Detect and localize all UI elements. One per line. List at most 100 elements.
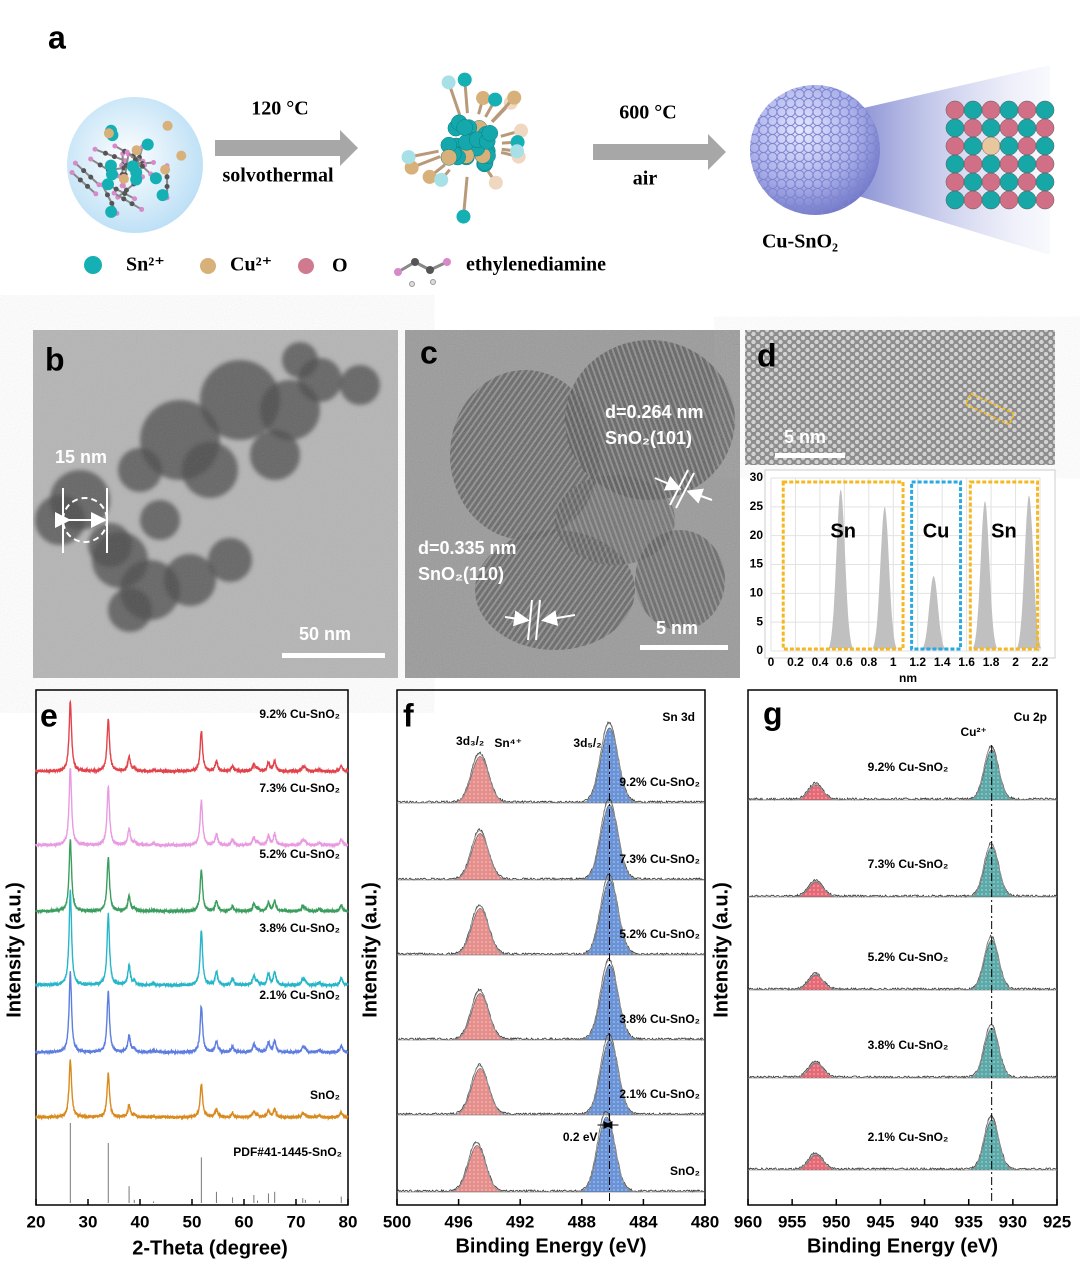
ion (131, 145, 142, 156)
surface-atom (750, 188, 760, 198)
lattice-atom (963, 190, 983, 210)
surface-atom (875, 206, 880, 215)
step-method: solvothermal (222, 165, 334, 187)
fill-texture (787, 975, 845, 990)
surface-atom (866, 89, 877, 99)
lattice-atom (945, 190, 965, 210)
fill-texture (446, 993, 514, 1040)
molecule-atom (96, 182, 102, 188)
lattice-atom (999, 154, 1019, 174)
raw-spectrum (396, 1032, 705, 1117)
ion (156, 189, 169, 202)
fill-texture (446, 756, 514, 803)
legend-cu (200, 258, 216, 274)
x-tick-label: 70 (287, 1212, 306, 1231)
product-label: Cu-SnO₂ (762, 231, 838, 253)
surface-atom (875, 89, 880, 99)
molecule-bond (74, 162, 100, 186)
molecule-atom (77, 177, 83, 183)
lattice-atom (1035, 172, 1055, 192)
surface-atom (750, 85, 760, 90)
lattice-atom (1017, 190, 1037, 210)
lattice-atom (1035, 118, 1055, 138)
lattice-atom (963, 172, 983, 192)
lattice-atom (945, 172, 965, 192)
ion (476, 91, 491, 106)
molecule-atom (121, 196, 127, 202)
panel-label: d (757, 337, 777, 373)
x-tick-label: 0.6 (836, 655, 853, 669)
particle-size: 15 nm (55, 447, 107, 467)
scale-bar-label: 50 nm (299, 624, 351, 644)
molecule-atom (88, 156, 94, 162)
x-tick-label: 1.8 (983, 655, 1000, 669)
scale-bar-label: 5 nm (656, 618, 698, 638)
lattice-atom (963, 118, 983, 138)
legend-label: Cu²⁺ (230, 254, 272, 276)
lattice-atom (981, 172, 1001, 192)
x-tick-label: 496 (444, 1212, 472, 1231)
xrd-pattern (35, 971, 349, 1056)
panel-label: b (45, 341, 65, 377)
ion (176, 150, 187, 161)
xrd-pattern (35, 768, 349, 849)
x-tick-label: 1.6 (958, 655, 975, 669)
fill-texture (443, 1145, 511, 1192)
series-label: 9.2% Cu-SnO₂ (259, 707, 340, 721)
series-label: 2.1% Cu-SnO₂ (619, 1087, 700, 1101)
lattice-atom (981, 190, 1001, 210)
ion (507, 90, 522, 105)
y-tick-label: 5 (756, 614, 763, 628)
x-tick-label: 930 (999, 1212, 1027, 1231)
surface-atom (857, 197, 868, 207)
surface-atom (758, 89, 769, 99)
raw-spectrum (396, 720, 705, 805)
surface-atom (857, 89, 868, 99)
x-tick-label: 2 (1012, 655, 1019, 669)
series-label: 2.1% Cu-SnO₂ (259, 988, 340, 1002)
fit-envelope (397, 800, 705, 881)
raw-spectrum (396, 1111, 705, 1193)
raw-spectrum (396, 872, 705, 957)
surface-atom (839, 85, 850, 90)
legend-label: Sn²⁺ (126, 254, 165, 276)
fill-texture (572, 1117, 641, 1192)
series-label: 3.8% Cu-SnO₂ (259, 921, 340, 935)
lattice-atom (981, 118, 1001, 138)
ion (422, 169, 437, 184)
surface-atom (767, 89, 778, 99)
ion (160, 164, 171, 175)
legend-o (298, 258, 314, 274)
fill-texture (446, 1068, 514, 1115)
x-tick-label: 0.8 (860, 655, 877, 669)
step-atmosphere: air (633, 168, 658, 190)
region-label: Sn (991, 520, 1017, 542)
fit-envelope (748, 1024, 1057, 1079)
legend-label: ethylenediamine (466, 254, 606, 276)
series-label: 3.8% Cu-SnO₂ (619, 1012, 700, 1026)
surface-atom (875, 85, 880, 90)
x-tick-label: 1.2 (909, 655, 926, 669)
cluster-atom (456, 119, 473, 136)
x-tick-label: 950 (822, 1212, 850, 1231)
fit-envelope (397, 1035, 705, 1116)
x-tick-label: 960 (734, 1212, 762, 1231)
panel-label: f (403, 697, 414, 733)
lattice-atom (945, 100, 965, 120)
shift-label: 0.2 eV (563, 1130, 598, 1144)
raw-spectrum (396, 957, 705, 1042)
fill-texture (963, 750, 1020, 800)
lattice-atom (999, 118, 1019, 138)
x-tick-label: 935 (955, 1212, 983, 1231)
series-label: 9.2% Cu-SnO₂ (619, 775, 700, 789)
region-label: Cu (923, 520, 950, 542)
step-temperature: 600 °C (619, 102, 676, 124)
y-axis-label: Intensity (a.u.) (3, 882, 25, 1018)
x-axis-label: 2-Theta (degree) (132, 1237, 288, 1259)
x-tick-label: 1.4 (934, 655, 951, 669)
ion (441, 75, 456, 90)
lattice-atom (945, 154, 965, 174)
reference-label: PDF#41-1445-SnO₂ (233, 1145, 342, 1159)
molecule-atom (120, 183, 126, 189)
